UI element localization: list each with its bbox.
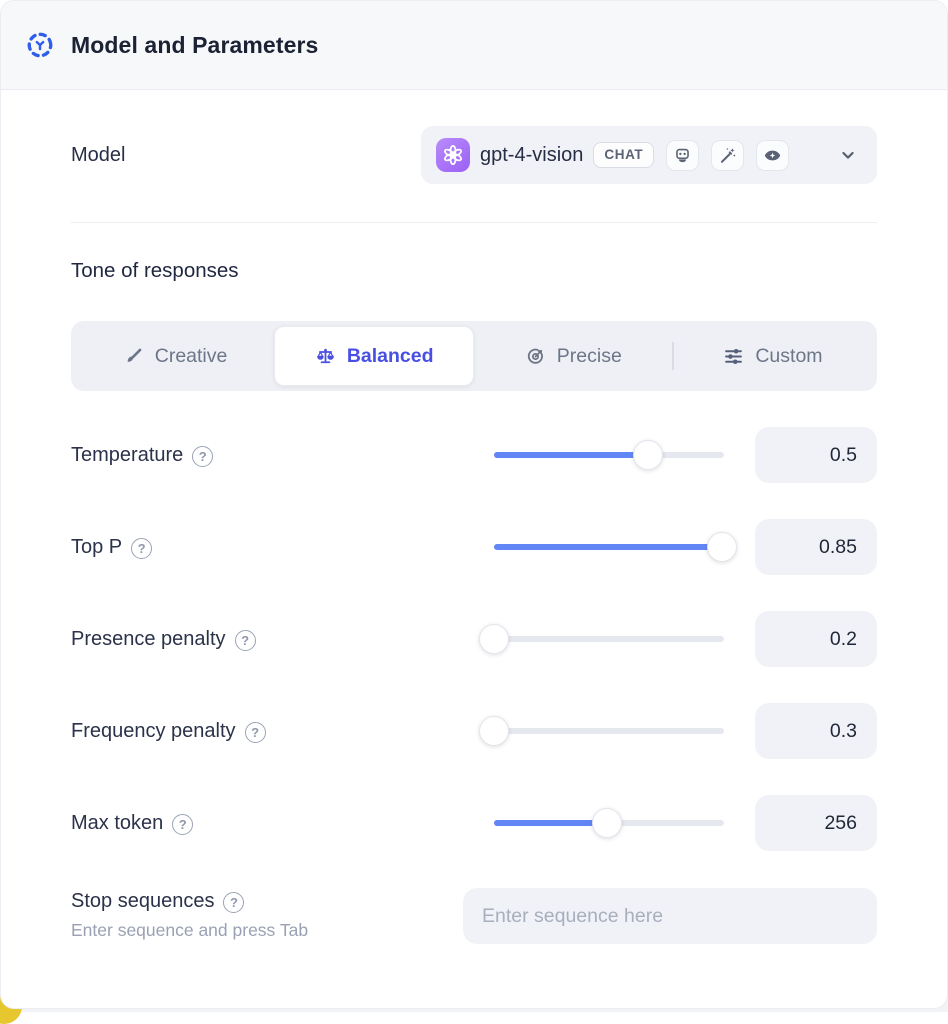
parameter-row-temperature: Temperature 0.5 xyxy=(71,427,877,483)
tone-option-label: Balanced xyxy=(346,344,434,367)
top-p-slider[interactable] xyxy=(494,532,737,562)
tone-option-label: Creative xyxy=(154,344,228,367)
model-label: Model xyxy=(71,143,126,166)
slider-thumb[interactable] xyxy=(591,808,622,838)
temperature-slider[interactable] xyxy=(494,440,724,470)
slider-fill xyxy=(494,452,649,458)
chevron-down-icon xyxy=(837,144,859,166)
help-icon[interactable] xyxy=(223,892,245,913)
tone-option-balanced[interactable]: Balanced xyxy=(274,326,475,386)
max-token-slider[interactable] xyxy=(494,808,724,838)
stop-sequences-hint: Enter sequence and press Tab xyxy=(71,920,309,940)
vision-eye-icon xyxy=(756,139,790,171)
magic-wand-icon xyxy=(711,139,745,171)
section-divider xyxy=(71,222,877,223)
slider-thumb[interactable] xyxy=(633,440,664,470)
top-p-value[interactable]: 0.85 xyxy=(755,519,877,575)
frequency-penalty-value[interactable]: 0.3 xyxy=(755,703,877,759)
parameter-row-presence-penalty: Presence penalty 0.2 xyxy=(71,611,877,667)
parameter-label: Temperature xyxy=(71,443,184,466)
help-icon[interactable] xyxy=(234,629,256,651)
sliders-icon xyxy=(723,346,744,367)
slider-fill xyxy=(494,544,722,550)
parameter-row-top-p: Top P 0.85 xyxy=(71,519,877,575)
slider-thumb[interactable] xyxy=(479,624,509,654)
help-icon[interactable] xyxy=(192,445,214,467)
stop-sequences-row: Stop sequences Enter sequence and press … xyxy=(71,888,877,944)
parameter-row-frequency-penalty: Frequency penalty 0.3 xyxy=(71,703,877,759)
frequency-penalty-slider[interactable] xyxy=(479,716,724,746)
paintbrush-icon xyxy=(123,346,144,367)
slider-fill xyxy=(494,820,607,826)
presence-penalty-value[interactable]: 0.2 xyxy=(755,611,877,667)
target-icon xyxy=(525,346,546,367)
tone-option-creative[interactable]: Creative xyxy=(76,326,274,386)
help-icon[interactable] xyxy=(131,537,153,559)
tone-segmented-control: Creative Balanced xyxy=(71,321,877,391)
tone-heading: Tone of responses xyxy=(71,259,239,282)
tone-option-label: Custom xyxy=(755,344,823,367)
stop-sequences-label: Stop sequences xyxy=(71,890,215,912)
tone-option-label: Precise xyxy=(556,344,622,367)
slider-thumb[interactable] xyxy=(706,532,737,562)
model-type-badge: CHAT xyxy=(593,142,655,168)
tone-option-custom[interactable]: Custom xyxy=(674,326,872,386)
parameter-label: Presence penalty xyxy=(71,627,226,650)
slider-track xyxy=(494,728,724,734)
presence-penalty-slider[interactable] xyxy=(479,624,724,654)
tone-option-precise[interactable]: Precise xyxy=(474,326,672,386)
parameter-row-max-token: Max token 256 xyxy=(71,795,877,851)
model-row: Model gpt-4-vision CH xyxy=(71,126,877,184)
parameter-label: Frequency penalty xyxy=(71,719,236,742)
help-icon[interactable] xyxy=(244,721,266,743)
selected-model-name: gpt-4-vision xyxy=(480,143,584,166)
slider-track xyxy=(494,636,724,642)
temperature-value[interactable]: 0.5 xyxy=(755,427,877,483)
openai-logo-icon xyxy=(436,138,470,172)
segment-divider xyxy=(672,342,674,370)
panel-title: Model and Parameters xyxy=(71,31,319,58)
balance-scale-icon xyxy=(315,346,336,367)
model-select-dropdown[interactable]: gpt-4-vision CHAT xyxy=(421,126,877,184)
parameter-label: Max token xyxy=(71,811,164,834)
robot-icon xyxy=(666,139,700,171)
stop-sequence-input[interactable] xyxy=(463,888,877,944)
panel-header: Model and Parameters xyxy=(1,1,947,90)
help-icon[interactable] xyxy=(172,813,194,835)
ai-agent-icon xyxy=(25,30,55,60)
max-token-value[interactable]: 256 xyxy=(755,795,877,851)
parameter-label: Top P xyxy=(71,535,123,558)
slider-thumb[interactable] xyxy=(479,716,509,746)
